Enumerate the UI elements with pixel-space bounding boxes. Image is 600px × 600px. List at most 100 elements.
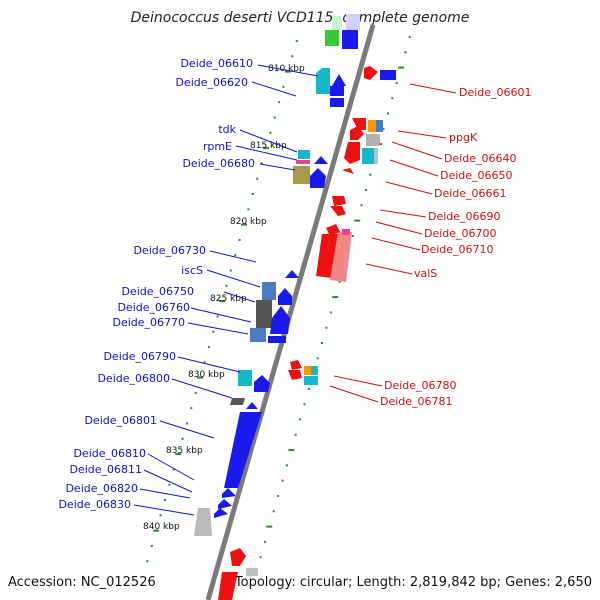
tick-dot xyxy=(256,177,259,180)
gene-label[interactable]: Deide_06760 xyxy=(117,301,190,314)
gene-label[interactable]: Deide_06750 xyxy=(121,285,194,298)
tick-dot xyxy=(288,449,295,452)
gene-label[interactable]: Deide_06811 xyxy=(69,463,142,476)
gene-label[interactable]: Deide_06650 xyxy=(440,169,513,182)
gene-label[interactable]: Deide_06710 xyxy=(421,243,494,256)
gene-label[interactable]: ppgK xyxy=(449,131,478,144)
kbp-marker: 840 kbp xyxy=(143,522,180,532)
gene-label[interactable]: Deide_06830 xyxy=(58,498,131,511)
tick-dot xyxy=(364,189,367,191)
gene-arrow xyxy=(310,168,326,188)
gene-arrow xyxy=(288,370,302,380)
gene-arrow xyxy=(268,336,286,343)
gene-label[interactable]: Deide_06620 xyxy=(175,76,248,89)
gene-arrow xyxy=(278,288,292,305)
tick-dot xyxy=(238,238,241,241)
gene-label[interactable]: tdk xyxy=(218,123,236,136)
gene-feature xyxy=(380,70,396,80)
gene-label[interactable]: Deide_06690 xyxy=(428,210,501,223)
gene-label[interactable]: Deide_06800 xyxy=(97,372,170,385)
tick-dot xyxy=(229,269,232,272)
genome-backbone xyxy=(205,24,376,600)
tick-dot xyxy=(281,479,284,482)
tick-dot xyxy=(382,127,385,130)
tick-dot xyxy=(360,204,363,207)
tick-dot xyxy=(266,525,273,528)
tick-dot xyxy=(260,162,263,165)
gene-label[interactable]: Deide_06781 xyxy=(380,395,453,408)
tick-dot xyxy=(153,529,160,532)
tick-dot xyxy=(175,453,182,456)
tick-dot xyxy=(284,70,291,73)
gene-label[interactable]: rpmE xyxy=(203,140,232,153)
gene-label[interactable]: Deide_06801 xyxy=(84,414,157,427)
gene-label[interactable]: Deide_06661 xyxy=(434,187,507,200)
gene-feature xyxy=(374,148,378,164)
tick-dot xyxy=(272,510,275,513)
gene-feature xyxy=(332,16,342,30)
gene-feature xyxy=(230,398,245,405)
gene-label[interactable]: Deide_06700 xyxy=(424,227,497,240)
gene-label[interactable]: Deide_06810 xyxy=(73,447,146,460)
tick-dot xyxy=(395,81,398,84)
tick-dot xyxy=(172,468,175,471)
reverse-gene-labels: Deide_06601 ppgK Deide_06640 Deide_06650… xyxy=(380,86,532,408)
tick-dot xyxy=(159,514,162,517)
gene-arrow xyxy=(342,168,354,174)
gene-feature xyxy=(368,120,376,132)
gene-label[interactable]: Deide_06680 xyxy=(182,157,255,170)
tick-dot xyxy=(332,296,339,299)
gene-label[interactable]: Deide_06820 xyxy=(65,482,138,495)
gene-arrow xyxy=(352,118,366,130)
tick-dot xyxy=(316,357,319,360)
tick-dot xyxy=(408,36,411,38)
tick-dot xyxy=(234,254,237,257)
gene-arrow xyxy=(230,548,246,566)
gene-arrow xyxy=(246,402,258,409)
gene-feature xyxy=(256,300,272,328)
gene-feature xyxy=(342,229,350,235)
gene-feature xyxy=(362,148,374,164)
gene-label[interactable]: valS xyxy=(414,267,437,280)
gene-label[interactable]: Deide_06780 xyxy=(384,379,457,392)
gene-arrow xyxy=(314,156,328,164)
tick-dot xyxy=(325,326,328,329)
tick-dot xyxy=(225,284,228,287)
tick-dot xyxy=(278,101,281,104)
tick-dot xyxy=(329,311,332,314)
gene-arrow xyxy=(218,572,238,600)
map-title: Deinococcus deserti VCD115, complete gen… xyxy=(131,10,470,26)
tick-dot xyxy=(338,280,341,283)
gene-label[interactable]: Deide_06730 xyxy=(133,244,206,257)
reverse-leader-lines xyxy=(329,83,457,403)
tick-dot xyxy=(146,560,149,563)
gene-arrow xyxy=(254,375,270,392)
tick-dot xyxy=(259,556,262,559)
accession-text: Accession: NC_012526 xyxy=(8,575,156,590)
kbp-marker: 815 kbp xyxy=(250,141,287,151)
gene-feature xyxy=(298,150,310,159)
gene-label[interactable]: Deide_06640 xyxy=(444,152,517,165)
gene-arrow xyxy=(330,98,344,107)
forward-gene-labels: Deide_06610 Deide_06620 tdk rpmE Deide_0… xyxy=(58,57,255,511)
gene-label[interactable]: Deide_06610 xyxy=(180,57,253,70)
tick-dot xyxy=(299,418,302,421)
kbp-scale: 810 kbp 815 kbp 820 kbp 825 kbp 830 kbp … xyxy=(143,64,305,532)
gene-arrow xyxy=(316,68,330,94)
gene-arrow xyxy=(344,142,360,164)
gene-arrow xyxy=(224,412,262,488)
gene-label[interactable]: Deide_06601 xyxy=(459,86,532,99)
tick-dot xyxy=(168,483,171,486)
tick-dot xyxy=(247,208,250,211)
tick-dot xyxy=(185,422,188,425)
gene-feature xyxy=(304,366,311,375)
gene-arrow xyxy=(218,499,232,509)
tick-dot xyxy=(216,315,219,318)
gene-arrow xyxy=(222,488,236,498)
gene-label[interactable]: Deide_06770 xyxy=(112,316,185,329)
tick-dot xyxy=(164,499,166,501)
gene-label[interactable]: iscS xyxy=(181,264,203,277)
gene-label[interactable]: Deide_06790 xyxy=(103,350,176,363)
gene-arrow xyxy=(330,206,346,216)
gene-feature xyxy=(293,166,310,184)
